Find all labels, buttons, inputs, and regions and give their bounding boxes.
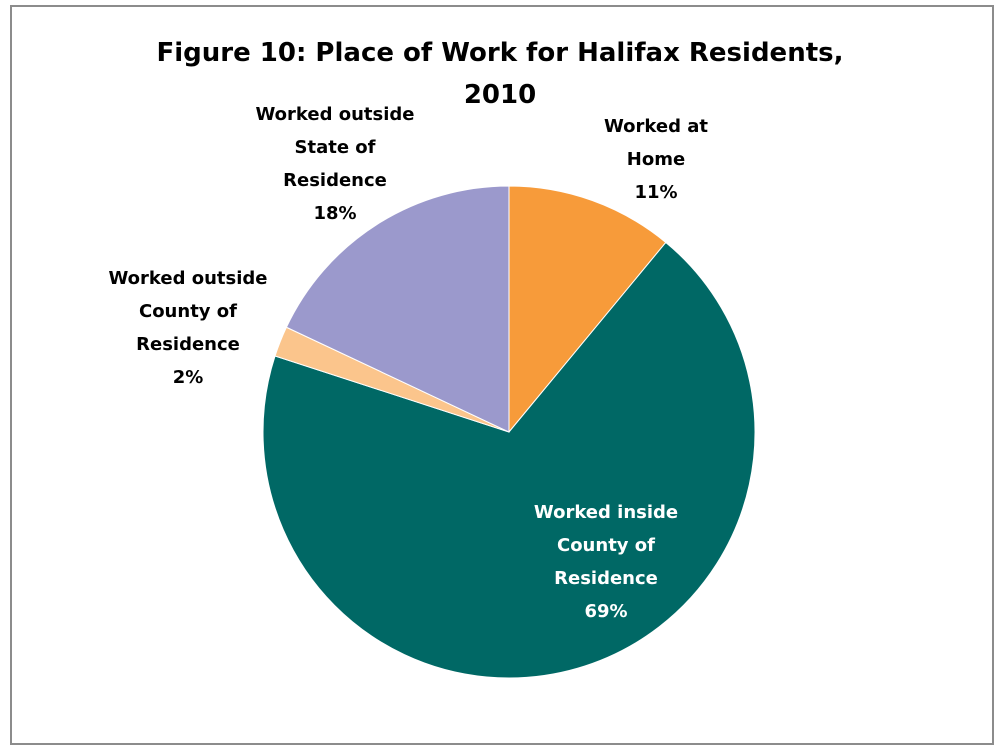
slice-percent-label: 11% xyxy=(634,182,677,203)
pie-slice-1 xyxy=(262,241,756,679)
slice-label-3: Worked outside State of Residence 18% xyxy=(255,104,414,224)
slice-label-line: Worked outside xyxy=(108,268,267,289)
slice-label-line: Home xyxy=(627,149,685,170)
slice-label-line: Worked inside xyxy=(534,502,678,523)
slice-label-line: Residence xyxy=(136,334,240,355)
slice-percent-label: 18% xyxy=(313,203,356,224)
pie-slice-0 xyxy=(508,185,667,434)
slice-label-line: Worked outside xyxy=(255,104,414,125)
slice-label-2: Worked outside County of Residence 2% xyxy=(108,268,267,388)
slice-label-line: State of xyxy=(295,137,376,158)
slice-label-line: Worked at xyxy=(604,116,708,137)
slice-label-line: Residence xyxy=(554,568,658,589)
slice-label-1: Worked inside County of Residence 69% xyxy=(534,502,678,622)
pie-slice-3 xyxy=(285,185,510,433)
slice-label-line: County of xyxy=(139,301,237,322)
chart-title: Figure 10: Place of Work for Halifax Res… xyxy=(156,38,844,110)
slice-label-line: County of xyxy=(557,535,655,556)
slice-labels: Worked at Home 11% Worked inside County of Re… xyxy=(108,104,708,622)
slice-percent-label: 69% xyxy=(584,601,627,622)
slice-label-line: Residence xyxy=(283,170,387,191)
slice-label-0: Worked at Home 11% xyxy=(604,116,708,203)
pie-slices xyxy=(262,185,756,679)
slice-percent-label: 2% xyxy=(173,367,204,388)
